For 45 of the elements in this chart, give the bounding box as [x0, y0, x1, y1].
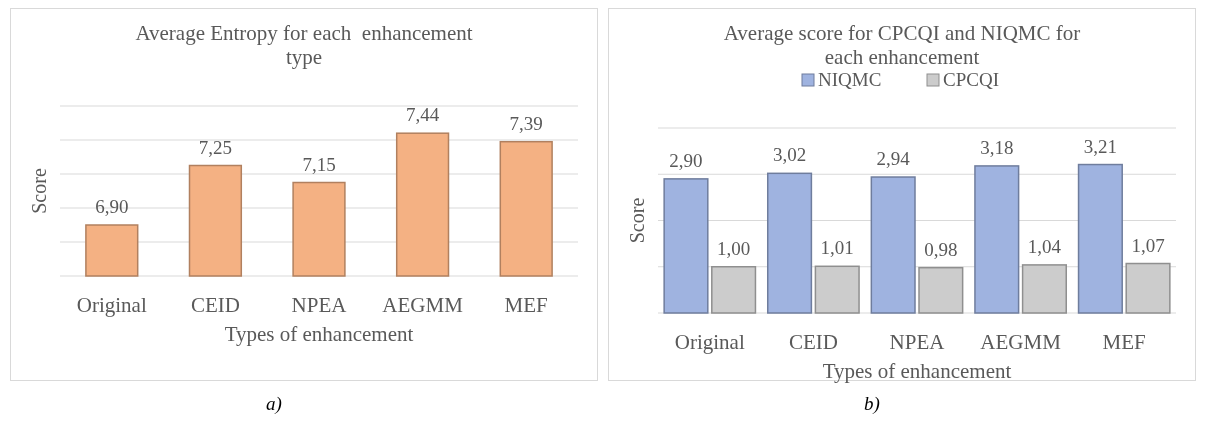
text: b) [864, 393, 880, 415]
data-label: 7,44 [405, 104, 440, 126]
data-label: 3,18 [980, 136, 1014, 158]
bar [1021, 264, 1068, 314]
bar [870, 176, 916, 314]
bar [814, 265, 860, 314]
data-label: 7,15 [302, 153, 336, 175]
legend-label: CPCQI [943, 69, 999, 90]
bar [1125, 262, 1171, 314]
data-label: 3,21 [1083, 135, 1117, 157]
bar [663, 178, 709, 314]
bar [766, 172, 813, 314]
bar [711, 266, 757, 314]
data-label: 2,90 [669, 149, 703, 171]
x-tick-label: AEGMM [980, 330, 1062, 354]
x-tick-label: CEID [190, 293, 240, 317]
data-label: 6,90 [95, 196, 129, 217]
data-label: 3,02 [772, 144, 807, 166]
x-axis-title: Types of enhancement [224, 322, 414, 346]
legend-label: NIQMC [818, 69, 882, 90]
x-tick-label: CEID [788, 330, 838, 354]
data-label: 1,07 [1131, 234, 1165, 256]
x-tick-label: Original [76, 293, 147, 317]
y-axis-title: Score [28, 168, 50, 214]
x-tick-label: NPEA [889, 330, 946, 354]
data-label: 2,94 [876, 148, 911, 170]
bar [918, 266, 964, 314]
data-label: 1,00 [717, 237, 751, 259]
x-tick-label: MEF [1102, 330, 1146, 354]
data-label: 1,01 [820, 237, 854, 259]
bar [974, 165, 1020, 314]
y-axis-title: Score [626, 197, 648, 244]
x-tick-label: NPEA [291, 293, 348, 317]
data-label: 7,39 [509, 112, 543, 134]
text: a) [266, 393, 282, 415]
bar [1077, 163, 1123, 314]
data-label: 7,25 [198, 136, 233, 158]
x-tick-label: MEF [504, 293, 548, 317]
chart-title: Average score for CPCQI and NIQMC for each enhancement [723, 21, 1081, 69]
x-tick-label: AEGMM [382, 293, 464, 317]
chart-title: Average Entropy for each enhancement type [135, 21, 473, 69]
data-label: 0,98 [924, 238, 958, 260]
data-label: 1,04 [1027, 235, 1062, 257]
x-axis-title: Types of enhancement [822, 359, 1012, 383]
x-tick-label: Original [674, 330, 745, 354]
